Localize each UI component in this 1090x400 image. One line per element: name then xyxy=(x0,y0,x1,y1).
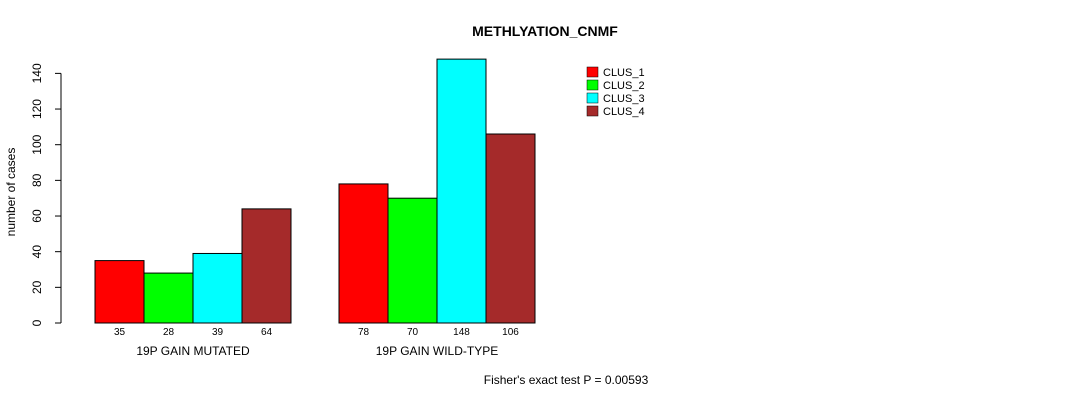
legend-swatch xyxy=(586,92,599,104)
legend-label: CLUS_3 xyxy=(603,93,645,105)
group-label: 19P GAIN WILD-TYPE xyxy=(376,344,498,358)
legend-swatch xyxy=(586,66,599,78)
legend-swatch xyxy=(586,79,599,91)
bar-count-label: 106 xyxy=(502,327,519,338)
bar xyxy=(192,252,243,324)
bar xyxy=(436,58,487,324)
y-tick-label: 100 xyxy=(30,134,44,154)
bar-count-label: 64 xyxy=(261,327,273,338)
y-tick-label: 120 xyxy=(30,99,44,119)
bar-count-label: 35 xyxy=(114,327,126,338)
legend-swatch xyxy=(586,105,599,117)
y-tick-label: 0 xyxy=(30,319,44,326)
y-axis: 0 20 40 60 80 100 120 140 xyxy=(30,63,62,326)
bar xyxy=(143,272,194,324)
bar xyxy=(338,183,389,324)
y-tick-label: 60 xyxy=(30,209,44,223)
bar xyxy=(485,133,536,324)
bar xyxy=(387,197,438,324)
legend-label: CLUS_1 xyxy=(603,67,645,79)
fisher-test-note: Fisher's exact test P = 0.00593 xyxy=(484,373,649,387)
y-tick-label: 140 xyxy=(30,63,44,83)
y-tick-label: 20 xyxy=(30,280,44,294)
chart-title: METHLYATION_CNMF xyxy=(472,23,618,39)
bar-count-label: 148 xyxy=(453,327,470,338)
group-label: 19P GAIN MUTATED xyxy=(136,344,250,358)
bar xyxy=(241,208,292,324)
bar xyxy=(94,260,145,324)
bar-count-label: 70 xyxy=(407,327,419,338)
y-tick-label: 40 xyxy=(30,245,44,259)
bars: 35 28 39 64 19P GAIN MUTATED 78 70 148 106 19P GA… xyxy=(94,58,536,358)
y-axis-label: number of cases xyxy=(4,148,18,237)
bar-count-label: 78 xyxy=(358,327,370,338)
y-tick-label: 80 xyxy=(30,173,44,187)
legend-label: CLUS_4 xyxy=(603,106,645,118)
bar-count-label: 39 xyxy=(212,327,224,338)
legend-label: CLUS_2 xyxy=(603,80,645,92)
bar-count-label: 28 xyxy=(163,327,175,338)
